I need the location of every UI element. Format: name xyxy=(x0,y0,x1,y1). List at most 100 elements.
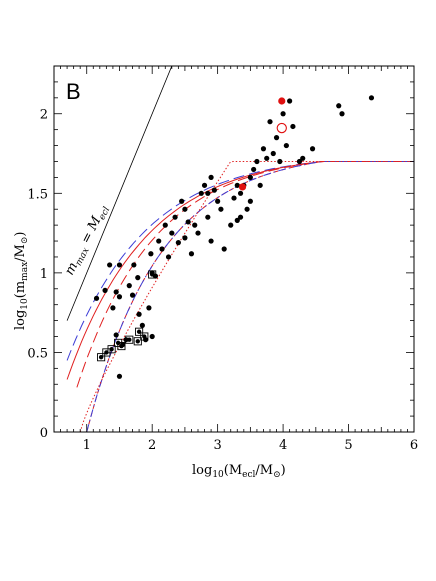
data-point xyxy=(159,246,165,252)
data-point xyxy=(198,190,204,196)
highlight-open-point xyxy=(276,122,287,134)
data-point xyxy=(260,146,267,152)
data-point xyxy=(300,155,306,161)
data-point xyxy=(135,275,141,281)
data-point xyxy=(102,287,108,293)
axis-layer: 1 2 3 4 5 6 0 0.5 1 1.5 2 xyxy=(27,65,418,453)
x-axis-label: log10(Mecl/M⊙) xyxy=(192,463,286,480)
y-tick-label: 0.5 xyxy=(27,346,48,361)
x-tick-label: 4 xyxy=(279,438,287,453)
data-point xyxy=(247,174,253,180)
data-point xyxy=(231,195,237,201)
data-point xyxy=(93,295,100,301)
boxed-point xyxy=(142,334,147,339)
data-point xyxy=(192,222,198,228)
data-point xyxy=(218,206,224,212)
reference-line xyxy=(66,66,173,321)
data-point xyxy=(116,294,123,300)
data-point xyxy=(280,111,286,117)
data-point xyxy=(129,292,136,298)
data-point xyxy=(208,174,214,180)
data-point xyxy=(175,240,181,246)
data-point xyxy=(126,283,132,289)
data-point xyxy=(131,262,137,268)
data-point xyxy=(228,222,234,228)
boxed-point-frame xyxy=(140,332,149,341)
data-point xyxy=(267,119,273,125)
data-point xyxy=(257,182,263,188)
curve-red-long-dash xyxy=(76,161,414,388)
data-point xyxy=(277,158,283,165)
data-point xyxy=(113,289,119,295)
data-point xyxy=(211,187,217,193)
x-tick-label: 1 xyxy=(83,438,91,453)
y-tick-label: 0 xyxy=(40,426,48,441)
boxed-point xyxy=(98,355,104,360)
data-point xyxy=(165,254,172,260)
y-tick-label: 2 xyxy=(40,108,48,123)
boxed-point-frame xyxy=(117,342,126,351)
data-point xyxy=(182,206,188,212)
curve-red-dotted xyxy=(79,161,414,432)
plot-layer xyxy=(66,66,414,432)
data-point xyxy=(201,182,208,188)
data-point xyxy=(110,305,116,311)
data-point xyxy=(182,235,188,241)
data-point xyxy=(336,103,342,109)
data-point xyxy=(290,123,296,130)
data-point xyxy=(195,230,201,236)
boxed-point xyxy=(119,343,124,349)
data-point xyxy=(148,251,154,257)
data-point xyxy=(179,198,185,204)
data-point xyxy=(172,214,178,220)
highlight-filled-point xyxy=(278,97,286,105)
data-point xyxy=(205,190,211,196)
reference-line-annotation: mmax = Mecl xyxy=(62,202,112,278)
boxed-point xyxy=(136,329,142,334)
data-point xyxy=(234,217,240,223)
data-point xyxy=(237,214,244,220)
data-point xyxy=(116,262,123,268)
x-tick-label: 6 xyxy=(410,438,418,453)
panel-label: B xyxy=(66,79,81,104)
boxed-point xyxy=(127,337,132,342)
data-point xyxy=(113,332,119,338)
highlight-filled-point xyxy=(238,183,247,191)
boxed-point-frame xyxy=(125,335,134,344)
data-point xyxy=(146,305,152,311)
data-point xyxy=(339,111,345,117)
data-point xyxy=(254,158,260,165)
data-point xyxy=(188,251,195,257)
data-point xyxy=(287,98,293,104)
data-point xyxy=(205,214,211,220)
y-tick-label: 1 xyxy=(40,267,48,282)
boxed-point xyxy=(109,347,114,352)
data-point xyxy=(273,135,280,141)
data-point xyxy=(296,158,303,165)
boxed-point-frame xyxy=(97,353,106,362)
x-tick-label: 3 xyxy=(213,438,221,453)
data-point xyxy=(116,373,123,379)
y-tick-label: 1.5 xyxy=(27,187,48,202)
y-axis-label: log10(mmax/M⊙) xyxy=(13,232,30,330)
data-point xyxy=(270,150,276,157)
x-tick-label: 2 xyxy=(148,438,156,453)
data-point xyxy=(162,222,168,228)
data-point xyxy=(234,182,240,188)
data-point xyxy=(283,142,289,149)
boxed-point xyxy=(104,350,109,355)
boxed-point xyxy=(135,339,140,344)
boxed-point-frame xyxy=(133,337,142,346)
data-point xyxy=(221,246,227,252)
data-point xyxy=(136,311,142,317)
data-point xyxy=(368,95,375,101)
data-point xyxy=(264,155,270,161)
data-point xyxy=(169,230,175,236)
boxed-point xyxy=(149,272,155,277)
curve-blue-long-dash-upper xyxy=(66,161,414,361)
data-point xyxy=(251,166,257,173)
data-point xyxy=(309,146,316,152)
data-point xyxy=(215,198,221,204)
data-point xyxy=(185,219,191,225)
